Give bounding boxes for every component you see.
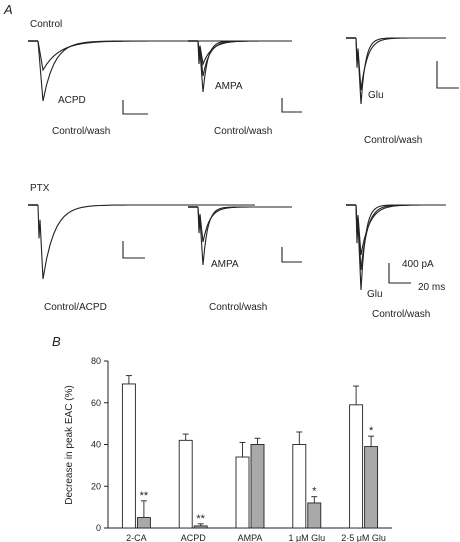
bar [178, 439, 193, 529]
bar [307, 502, 322, 529]
y-tick-label: 60 [91, 398, 101, 408]
category-label: ACPD [181, 533, 207, 542]
current-trace [355, 204, 446, 256]
current-trace [355, 37, 446, 91]
trace-label-control-wash-3: Control/wash [364, 135, 422, 146]
bar [364, 446, 379, 529]
trace-label-control-wash-4: Control/wash [209, 302, 267, 313]
significance-label: * [312, 486, 317, 498]
row-label-ptx: PTX [30, 183, 50, 194]
scale-bar [388, 263, 411, 284]
trace-label-control-acpd: Control/ACPD [44, 302, 107, 313]
bar [193, 525, 208, 529]
panel-b-letter: B [52, 334, 61, 349]
scale-bar-current-label: 400 pA [402, 259, 434, 270]
current-trace [37, 40, 255, 102]
trace-label-glu-2: Glu [367, 289, 383, 300]
trace-label-control-wash-5: Control/wash [372, 309, 430, 320]
y-tick-label: 80 [91, 356, 101, 366]
y-tick-label: 0 [96, 523, 101, 533]
significance-label: ** [140, 490, 149, 502]
current-trace [355, 204, 446, 291]
bar [235, 456, 250, 529]
current-traces [28, 37, 459, 291]
trace-label-glu-1: Glu [368, 90, 384, 101]
category-label: 2·5 μM Glu [341, 533, 386, 542]
category-label: 2-CA [126, 533, 147, 542]
row-label-control: Control [30, 19, 62, 30]
category-label: AMPA [238, 533, 263, 542]
panel-a-letter: A [3, 2, 13, 17]
current-trace [37, 204, 255, 280]
bar [292, 444, 307, 529]
current-trace [197, 40, 292, 93]
trace-label-control-wash-1: Control/wash [52, 126, 110, 137]
bar [136, 517, 151, 529]
scale-bar [281, 247, 302, 263]
scale-bar [122, 100, 148, 115]
y-tick-label: 20 [91, 481, 101, 491]
trace-label-acpd: ACPD [58, 95, 86, 106]
scale-bar [122, 241, 145, 259]
bar-chart: 0 20 40 60 80 ** 2-CA ** ACPD AMPA * 1 μM Glu * 2·5 μ… [91, 356, 392, 542]
significance-label: * [369, 425, 374, 437]
category-label: 1 μM Glu [288, 533, 325, 542]
scale-bar [436, 61, 459, 89]
scale-bar [281, 98, 302, 113]
trace-label-ampa-1: AMPA [215, 81, 243, 92]
bar [349, 404, 364, 529]
scale-bar-time-label: 20 ms [418, 282, 445, 293]
current-trace [37, 40, 255, 72]
current-trace [197, 206, 292, 243]
bar [250, 444, 265, 529]
bar [121, 383, 136, 529]
trace-label-ampa-2: AMPA [211, 259, 239, 270]
current-trace [197, 40, 292, 77]
current-trace [197, 40, 292, 66]
trace-label-control-wash-2: Control/wash [214, 126, 272, 137]
y-tick-label: 40 [91, 440, 101, 450]
significance-label: ** [196, 513, 205, 525]
y-axis-label: Decrease in peak EAC (%) [64, 385, 75, 505]
